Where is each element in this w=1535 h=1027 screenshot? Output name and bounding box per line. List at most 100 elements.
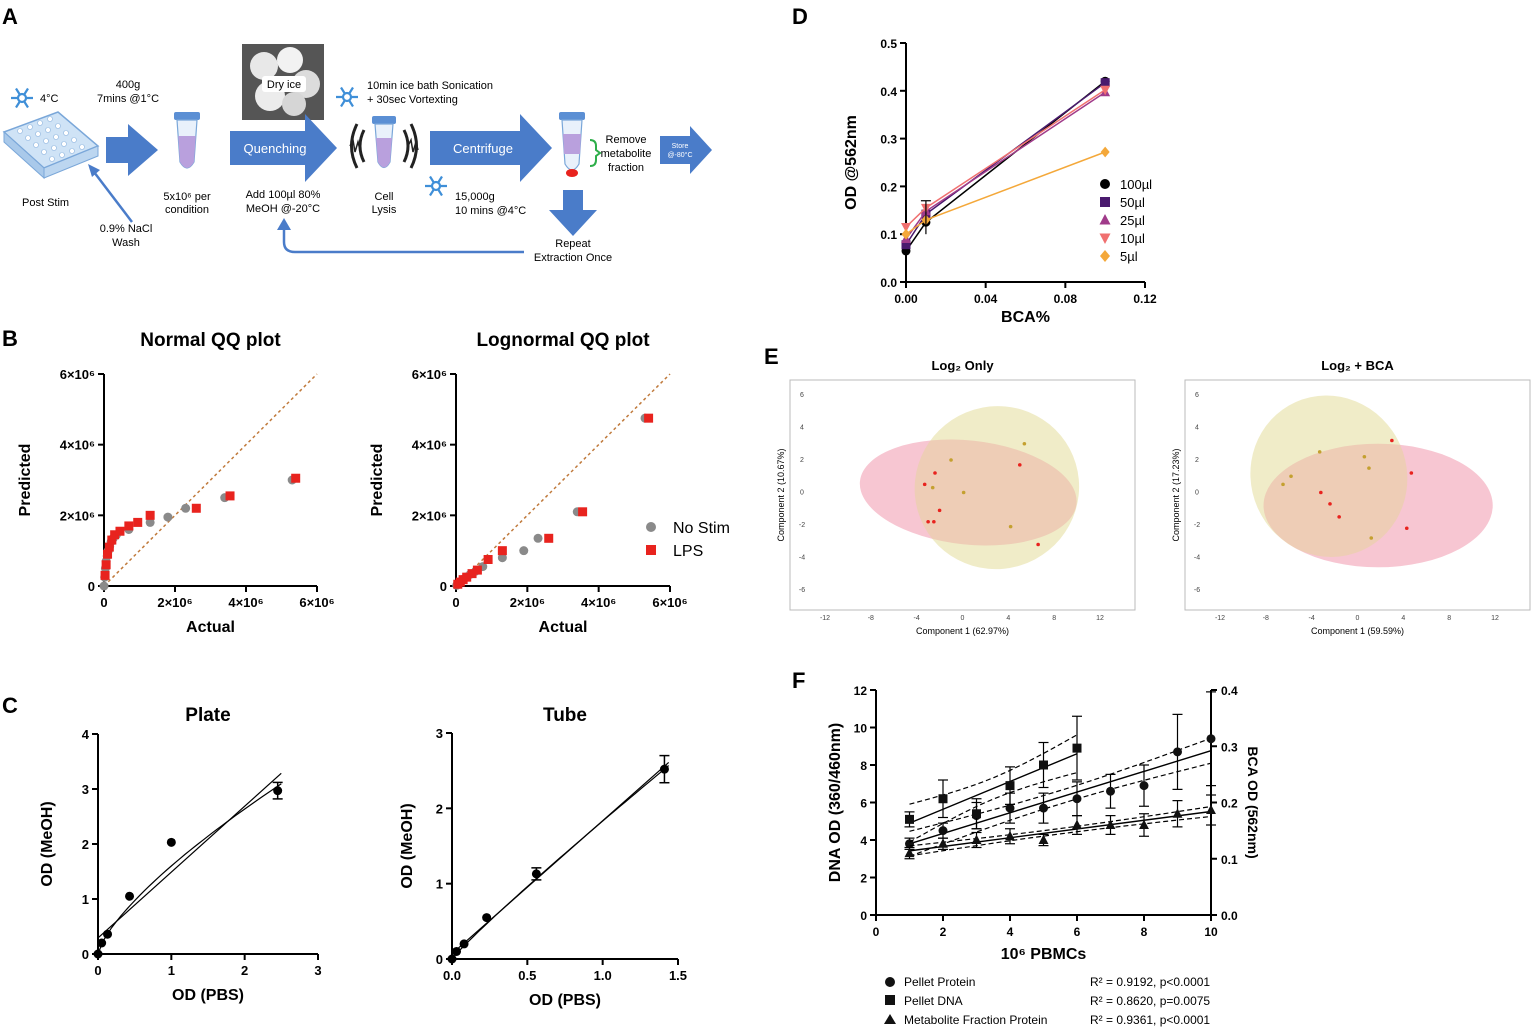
snowflake-icon <box>11 87 33 109</box>
data-point-lps <box>462 572 472 582</box>
tube-chart: 0.0 0.5 1.0 1.5 0 1 2 3 Tube OD (PBS) OD (MeOH) <box>399 705 687 1009</box>
legend-label: 100µl <box>1120 177 1152 192</box>
data-point-no-stim <box>145 517 155 527</box>
data-point <box>1072 794 1082 804</box>
bca-od-chart: 0.00 0.04 0.08 0.12 0.0 0.1 0.2 0.3 0.4 0.5 BCA% OD… <box>843 37 1157 326</box>
legend-label: 25µl <box>1120 213 1145 228</box>
x-tick-label: 8 <box>1141 925 1148 939</box>
y-tick-label: -4 <box>1194 555 1200 562</box>
y-tick-label: -2 <box>799 522 805 529</box>
y-tick-label: 0 <box>82 947 89 962</box>
data-point <box>1017 463 1022 467</box>
data-point <box>901 240 911 250</box>
x-tick-label: 0.5 <box>518 968 536 983</box>
x-tick-label: 0 <box>452 595 459 610</box>
data-point <box>1106 786 1115 796</box>
data-point-no-stim <box>99 581 109 591</box>
data-point-lps <box>100 570 110 580</box>
y-tick-label: -6 <box>1194 587 1200 594</box>
x-tick-label: 4×10⁶ <box>228 595 263 610</box>
y-tick-label: 6 <box>800 392 804 399</box>
data-point <box>125 891 135 901</box>
panel-a: A 4°C Post Stim 400g 7mins @1°C 0.9% NaC… <box>2 4 712 264</box>
data-point <box>938 826 948 836</box>
y-tick-label: 12 <box>854 684 868 698</box>
y-tick-label: 6×10⁶ <box>60 367 95 382</box>
y-tick-label: -4 <box>799 555 805 562</box>
y2-tick-label: 0.1 <box>1221 853 1238 867</box>
data-point <box>937 508 942 513</box>
x-tick-label: 12 <box>1491 615 1499 622</box>
data-point <box>930 485 935 490</box>
x-axis-label: OD (PBS) <box>172 987 244 1004</box>
legend-label-lps: LPS <box>673 543 703 560</box>
chart-title: Log₂ + BCA <box>1321 358 1394 373</box>
y-tick-label: 2×10⁶ <box>60 508 95 523</box>
data-point <box>1337 515 1341 519</box>
lognormal-qq-plot: 0 2×10⁶ 4×10⁶ 6×10⁶ 0 2×10⁶ 4×10⁶ 6×10⁶ Lognorma… <box>369 330 688 636</box>
data-point <box>1072 819 1082 830</box>
linear-fit-line <box>97 772 282 939</box>
data-point <box>1328 502 1332 506</box>
legend-marker <box>1100 197 1110 207</box>
data-point <box>961 490 966 495</box>
data-point-lps <box>101 560 111 570</box>
data-point <box>904 847 915 858</box>
legend-label-no-stim: No Stim <box>673 520 730 537</box>
data-point <box>1072 743 1082 753</box>
x-tick-label: 0 <box>100 595 107 610</box>
data-point-lps <box>467 569 477 579</box>
curve-fit-line <box>451 765 670 960</box>
data-point-lps <box>497 546 507 556</box>
series-line <box>905 151 1106 235</box>
panel-d: D 0.00 0.04 0.08 0.12 0.0 0.1 0.2 0.3 0.4 0.5 BCA%… <box>792 4 1157 326</box>
data-point <box>1039 760 1048 770</box>
arrow-icon <box>106 124 158 176</box>
data-point-no-stim <box>497 553 507 563</box>
chart-title: Lognormal QQ plot <box>476 330 650 351</box>
data-point <box>1038 834 1049 845</box>
chart-title: Plate <box>185 705 230 726</box>
data-point <box>1039 803 1048 813</box>
data-point <box>1139 781 1149 791</box>
reference-line <box>103 373 318 587</box>
x-tick-label: 0 <box>873 925 880 939</box>
data-point <box>905 814 914 824</box>
quenching-arrow-icon <box>230 114 337 182</box>
x-axis-label: Actual <box>539 619 588 636</box>
regression-line <box>909 810 1212 852</box>
y-tick-label: 8 <box>860 759 867 773</box>
data-point <box>1105 819 1116 830</box>
data-point <box>971 834 982 845</box>
data-point <box>1362 454 1367 459</box>
x-tick-label: 4 <box>1401 615 1405 622</box>
legend-stat-metabolite: R² = 0.9361, p<0.0001 <box>1090 1013 1210 1027</box>
data-point-lps <box>544 533 554 543</box>
tube-icon <box>174 112 200 169</box>
x-axis-label: Component 1 (62.97%) <box>916 626 1009 636</box>
data-point-lps <box>133 517 143 527</box>
regression-line <box>909 753 1078 824</box>
y-tick-label: 2 <box>82 837 89 852</box>
snowflake-icon <box>336 86 358 108</box>
sonication-label-2: + 30sec Vortexting <box>367 94 458 106</box>
data-point <box>938 794 948 804</box>
y-tick-label: 0 <box>860 909 867 923</box>
x-tick-label: 0.0 <box>443 968 461 983</box>
confidence-ellipse-khaki <box>914 406 1080 570</box>
y-tick-label: 0.2 <box>880 180 897 194</box>
wash-label-1: 0.9% NaCl <box>100 223 153 235</box>
y2-axis-label: BCA OD (562nm) <box>1245 746 1261 858</box>
well-plate-icon <box>2 111 100 180</box>
data-point <box>1100 146 1110 158</box>
y-tick-label: 2 <box>436 801 443 816</box>
panel-f: F 0 2 4 6 8 10 0 2 4 6 8 10 12 10⁶ PBMCs DNA OD (360/4… <box>792 668 1261 1027</box>
y-axis-label: Component 2 (10.67%) <box>776 448 786 541</box>
x-tick-label: 0 <box>1356 615 1360 622</box>
repeat-arrow-icon <box>282 228 524 254</box>
x-tick-label: 6×10⁶ <box>299 595 334 610</box>
y-axis-label: Component 2 (17.23%) <box>1171 448 1181 541</box>
tube-icon <box>559 112 585 177</box>
panel-letter-f: F <box>792 668 805 693</box>
data-point <box>1317 450 1322 454</box>
